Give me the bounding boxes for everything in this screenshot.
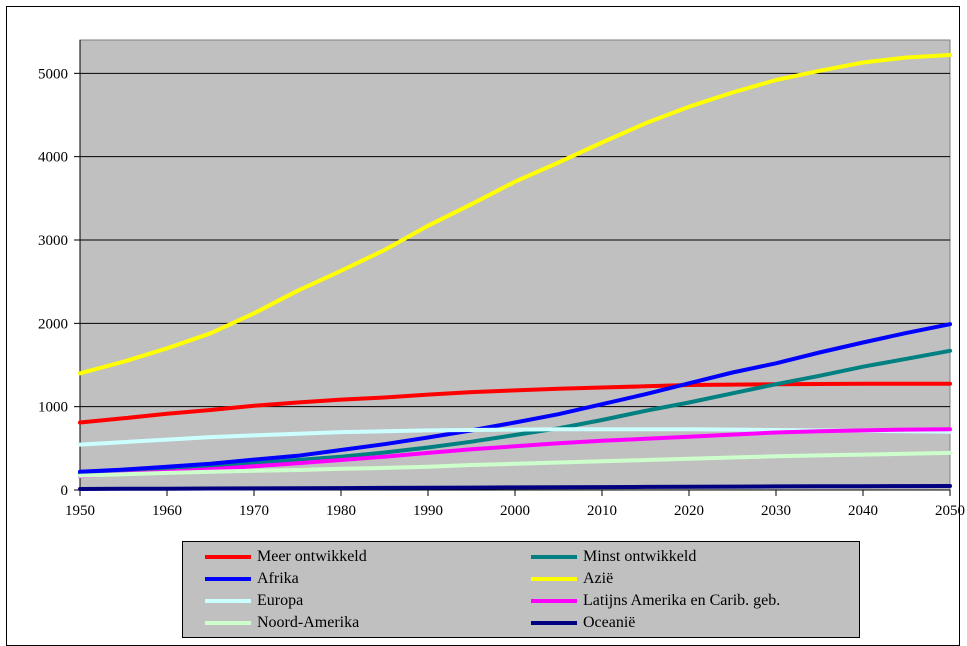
y-tick-label: 0: [61, 483, 69, 499]
x-tick-label: 2010: [587, 503, 617, 519]
legend-swatch: [531, 621, 577, 625]
series-line-minst-ontwikkeld: [78, 348, 952, 476]
y-tick-label: 5000: [38, 66, 68, 82]
x-tick-label: 1990: [413, 503, 443, 519]
series-line-oceani: [78, 484, 952, 491]
legend-swatch: [531, 555, 577, 559]
legend-item: Minst ontwikkeld: [531, 546, 696, 568]
series-line-latijns-amerika-en-carib-geb: [78, 427, 952, 479]
legend-label: Europa: [257, 592, 304, 609]
legend-label: Meer ontwikkeld: [257, 548, 367, 565]
legend-swatch: [205, 621, 251, 625]
series-line-noord-amerika: [78, 450, 952, 478]
legend-item: Azië: [531, 568, 613, 590]
x-tick-label: 1960: [152, 503, 182, 519]
legend-label: Afrika: [257, 570, 299, 587]
x-tick-label: 2000: [500, 503, 530, 519]
series-line-afrika: [78, 322, 952, 474]
tick-labels: 0 1000 2000 3000 4000 5000 1950 1960 1970 1980 199…: [38, 66, 965, 519]
x-tick-label: 2040: [848, 503, 878, 519]
legend-swatch: [531, 599, 577, 603]
legend-label: Minst ontwikkeld: [583, 548, 697, 565]
y-tick-label: 2000: [38, 316, 68, 332]
y-tick-label: 3000: [38, 233, 68, 249]
legend-item: Afrika: [205, 568, 299, 590]
legend-swatch: [205, 555, 251, 559]
legend-item: Noord-Amerika: [205, 612, 359, 634]
series-lines: [78, 53, 952, 491]
plot-area: [79, 39, 951, 491]
legend-item: Meer ontwikkeld: [205, 546, 367, 568]
x-tick-label: 2050: [935, 503, 965, 519]
legend-item: Oceanië: [531, 612, 635, 634]
series-line-meer-ontwikkeld: [78, 381, 952, 425]
legend-swatch: [205, 577, 251, 581]
x-tick-label: 1980: [326, 503, 356, 519]
line-chart: 0 1000 2000 3000 4000 5000 1950 1960 1970 1980 199…: [38, 39, 965, 519]
legend-swatch: [531, 577, 577, 581]
y-tick-label: 1000: [38, 400, 68, 416]
legend-item: Latijns Amerika en Carib. geb.: [531, 590, 780, 612]
x-tick-label: 1970: [239, 503, 269, 519]
legend-item: Europa: [205, 590, 303, 612]
legend-label: Azië: [583, 570, 614, 587]
legend-label: Noord-Amerika: [257, 614, 360, 631]
legend-label: Latijns Amerika en Carib. geb.: [583, 592, 781, 609]
x-tick-label: 2030: [761, 503, 791, 519]
series-line-azi: [78, 53, 952, 376]
x-tick-label: 2020: [674, 503, 704, 519]
legend-swatch: [205, 599, 251, 603]
x-tick-label: 1950: [65, 503, 95, 519]
legend-label: Oceanië: [583, 614, 636, 631]
y-tick-label: 4000: [38, 150, 68, 166]
legend: Meer ontwikkeld Minst ontwikkeld Afrika Azi…: [182, 541, 860, 638]
